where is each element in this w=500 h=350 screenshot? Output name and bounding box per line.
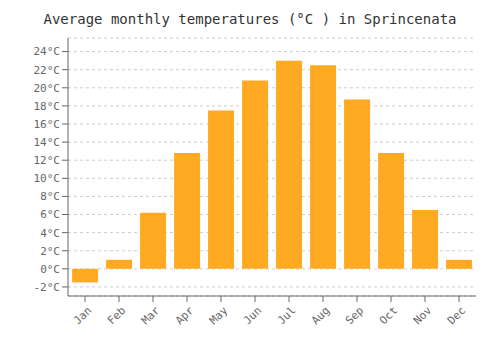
- svg-text:8°C: 8°C: [40, 190, 60, 203]
- svg-text:May: May: [207, 304, 231, 328]
- html-text:Average monthly temperatures (: Average monthly temperatures (°C ) in Sp…: [43, 11, 457, 27]
- svg-text:4°C: 4°C: [40, 227, 60, 240]
- svg-text:Jul: Jul: [275, 304, 298, 327]
- svg-text:-2°C: -2°C: [34, 281, 61, 294]
- svg-text:Mar: Mar: [139, 304, 163, 328]
- svg-text:0°C: 0°C: [40, 263, 60, 276]
- svg-text:24°C: 24°C: [34, 45, 61, 58]
- svg-text:Jun: Jun: [241, 304, 264, 327]
- svg-text:14°C: 14°C: [34, 136, 61, 149]
- svg-text:Feb: Feb: [105, 304, 128, 327]
- svg-text:Oct: Oct: [377, 304, 400, 327]
- svg-text:2°C: 2°C: [40, 245, 60, 258]
- svg-text:10°C: 10°C: [34, 172, 61, 185]
- svg-text:22°C: 22°C: [34, 64, 61, 77]
- svg-text:Dec: Dec: [445, 304, 468, 327]
- svg-text:20°C: 20°C: [34, 82, 61, 95]
- svg-text:Nov: Nov: [411, 304, 435, 328]
- svg-text:6°C: 6°C: [40, 208, 60, 221]
- svg-text:12°C: 12°C: [34, 154, 61, 167]
- svg-text:Sep: Sep: [343, 304, 366, 327]
- svg-text:16°C: 16°C: [34, 118, 61, 131]
- svg-text:Apr: Apr: [173, 304, 197, 328]
- svg-text:Jan: Jan: [71, 304, 94, 327]
- svg-text:18°C: 18°C: [34, 100, 61, 113]
- svg-text:Aug: Aug: [309, 304, 332, 327]
